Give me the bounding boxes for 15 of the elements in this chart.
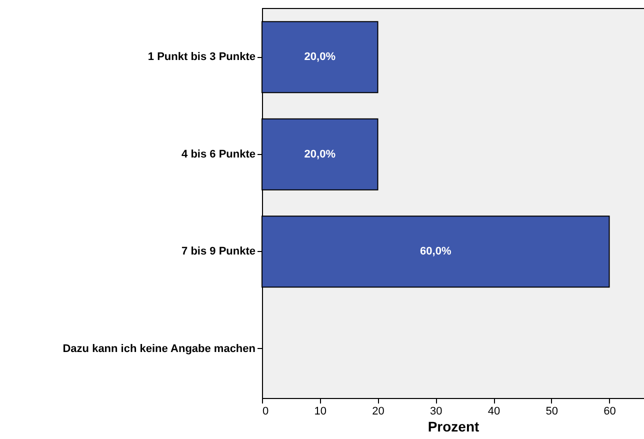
y-tick-label: Dazu kann ich keine Angabe machen bbox=[62, 342, 256, 355]
x-tick-label: 0 bbox=[262, 406, 269, 418]
x-tick-label: 40 bbox=[488, 406, 500, 418]
x-tick-label: 60 bbox=[604, 406, 616, 418]
x-tick-label: 10 bbox=[314, 406, 327, 418]
data-label: 60,0% bbox=[420, 246, 452, 258]
x-axis-title: Prozent bbox=[428, 418, 480, 434]
data-label: 20,0% bbox=[304, 51, 336, 64]
data-label: 20,0% bbox=[304, 148, 336, 160]
x-tick-label: 30 bbox=[430, 406, 442, 418]
x-tick-label: 20 bbox=[372, 406, 384, 418]
y-tick-label: 7 bis 9 Punkte bbox=[182, 246, 256, 258]
y-tick-label: 4 bis 6 Punkte bbox=[182, 148, 256, 160]
y-tick-label: 1 Punkt bis 3 Punkte bbox=[148, 51, 256, 64]
x-tick-label: 50 bbox=[546, 406, 558, 418]
